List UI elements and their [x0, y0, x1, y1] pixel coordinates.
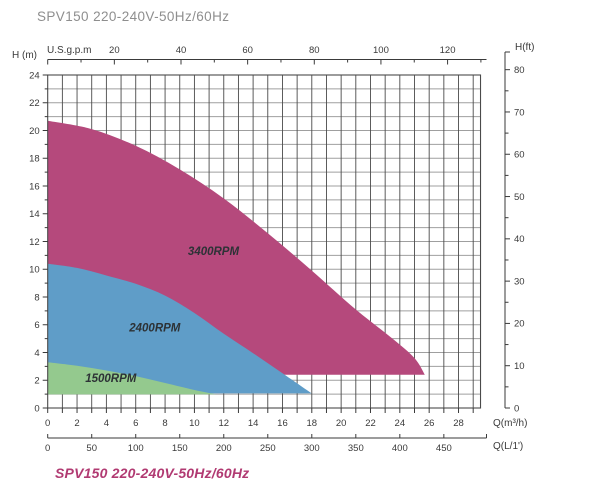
x-bottom-tick-label: 8 [162, 418, 167, 429]
x-lmin-tick-label: 350 [348, 443, 364, 454]
x-bottom-tick-label: 0 [45, 418, 50, 429]
x-bottom-tick-label: 20 [336, 418, 347, 429]
x-bottom-tick-label: 14 [248, 418, 259, 429]
x-bottom-tick-label: 28 [453, 418, 464, 429]
y-right-tick-label: 50 [514, 192, 525, 203]
x-top-axis-label: U.S.g.p.m [47, 45, 91, 56]
x-top-tick-label: 60 [242, 45, 253, 56]
y-left-tick-label: 16 [29, 181, 40, 192]
x-lmin-tick-label: 0 [45, 443, 50, 454]
region-2400rpm [47, 263, 312, 394]
y-left-tick-label: 8 [34, 292, 39, 303]
x-top-axis: 20 40 60 80 100 120 [47, 45, 487, 65]
y-left-tick-label: 12 [29, 237, 40, 248]
y-left-tick-label: 0 [34, 403, 39, 414]
x-bottom-tick-label: 22 [365, 418, 376, 429]
y-left-tick-label: 22 [29, 98, 40, 109]
x-top-tick-label: 20 [109, 45, 120, 56]
region-label-1500rpm: 1500RPM [85, 373, 137, 385]
region-label-3400rpm: 3400RPM [188, 246, 240, 258]
y-right-tick-label: 30 [514, 276, 525, 287]
x-lmin-tick-label: 50 [86, 443, 97, 454]
y-right-tick-label: 70 [514, 107, 525, 118]
x-bottom-tick-label: 10 [189, 418, 200, 429]
y-right-tick-label: 0 [514, 403, 519, 414]
x-top-tick-label: 40 [176, 45, 187, 56]
x-bottom-axis-label: Q(m³/h) [493, 418, 527, 429]
x-lmin-tick-label: 100 [128, 443, 144, 454]
x-lmin-axis-label: Q(L/1') [493, 441, 523, 452]
x-lmin-tick-label: 400 [392, 443, 408, 454]
y-left-tick-label: 10 [29, 265, 40, 276]
x-top-tick-label: 80 [309, 45, 320, 56]
y-right-tick-label: 60 [514, 150, 525, 161]
x-top-tick-label: 100 [373, 45, 389, 56]
y-left-tick-label: 24 [29, 70, 40, 81]
speed-regions: 3400RPM 2400RPM 1500RPM [47, 120, 425, 395]
y-left-tick-label: 18 [29, 154, 40, 165]
y-left-tick-label: 6 [34, 320, 39, 331]
x-bottom-tick-label: 26 [424, 418, 435, 429]
y-right-tick-label: 40 [514, 234, 525, 245]
footer-model-label: SPV150 220-240V-50Hz/60Hz [55, 465, 249, 481]
y-left-tick-label: 20 [29, 126, 40, 137]
x-lmin-tick-label: 300 [304, 443, 320, 454]
x-bottom-tick-label: 16 [277, 418, 288, 429]
y-left-tick-label: 4 [34, 348, 39, 359]
x-lmin-axis: 0 50 100 150 200 250 300 350 400 450 [45, 434, 487, 454]
y-left-tick-label: 2 [34, 376, 39, 387]
y-right-tick-label: 20 [514, 319, 525, 330]
page-title: SPV150 220-240V-50Hz/60Hz [37, 9, 229, 24]
x-bottom-tick-label: 2 [74, 418, 79, 429]
y-right-tick-label: 80 [514, 65, 525, 76]
region-1500rpm [47, 362, 217, 395]
y-right-axis-label: H(ft) [515, 42, 534, 53]
y-left-tick-label: 14 [29, 209, 40, 220]
y-right-tick-label: 10 [514, 361, 525, 372]
x-bottom-tick-label: 24 [395, 418, 406, 429]
y-left-axis-label: H (m) [12, 50, 37, 61]
x-top-tick-label: 120 [440, 45, 456, 56]
x-lmin-tick-label: 200 [216, 443, 232, 454]
x-lmin-tick-label: 250 [260, 443, 276, 454]
x-bottom-axis: 0 2 4 6 8 10 12 14 16 18 20 22 24 26 28 [45, 408, 474, 429]
x-bottom-tick-label: 6 [133, 418, 138, 429]
x-bottom-tick-label: 4 [104, 418, 109, 429]
x-lmin-tick-label: 150 [172, 443, 188, 454]
x-bottom-tick-label: 18 [307, 418, 318, 429]
x-lmin-tick-label: 450 [436, 443, 452, 454]
y-right-axis: 0 10 20 30 40 50 60 70 80 [504, 51, 525, 414]
region-label-2400rpm: 2400RPM [128, 323, 181, 335]
x-bottom-tick-label: 12 [218, 418, 229, 429]
